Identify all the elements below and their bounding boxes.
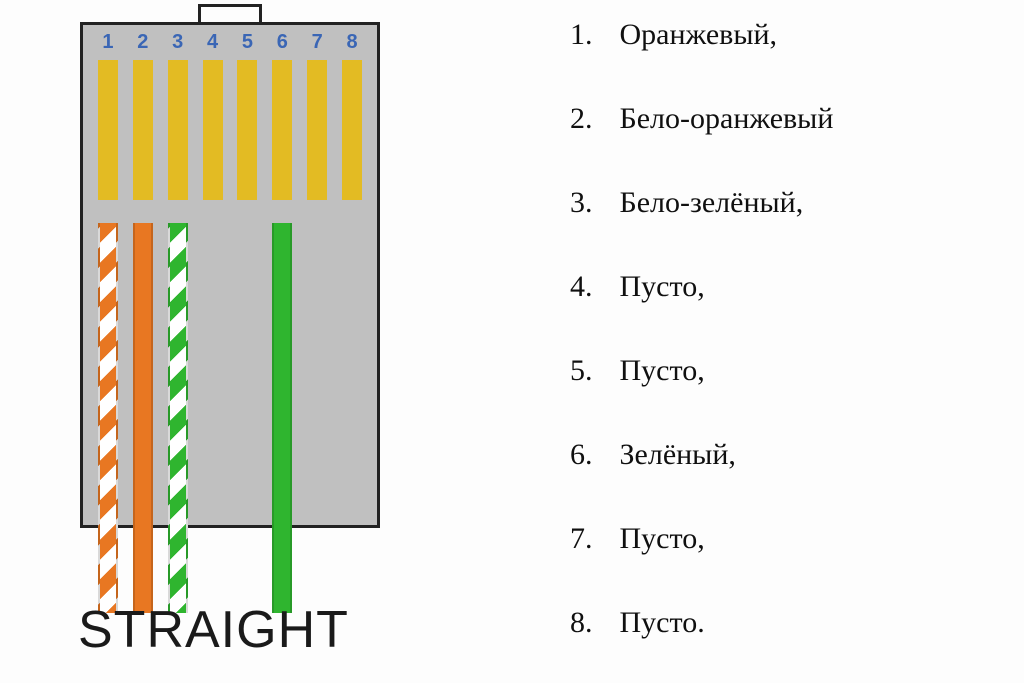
wire-3 bbox=[168, 223, 188, 613]
pin-contact bbox=[168, 60, 188, 200]
pin-contact bbox=[342, 60, 362, 200]
legend-item-text: Бело-оранжевый bbox=[620, 102, 834, 135]
legend-item-text: Бело-зелёный, bbox=[620, 186, 804, 219]
wire-6 bbox=[272, 223, 292, 613]
legend-item-text: Пусто, bbox=[620, 354, 705, 387]
legend-item-5: 5. Пусто, bbox=[570, 354, 1024, 388]
legend-item-number: 1. bbox=[570, 18, 612, 52]
legend-item-text: Пусто. bbox=[620, 606, 705, 639]
pin-row: 1 2 3 4 5 6 78 bbox=[83, 31, 377, 200]
pin-contact bbox=[203, 60, 223, 200]
legend-item-4: 4. Пусто, bbox=[570, 270, 1024, 304]
pin-number: 5 bbox=[242, 31, 253, 54]
legend-item-text: Пусто, bbox=[620, 522, 705, 555]
pin-contact bbox=[272, 60, 292, 200]
pin-7: 7 bbox=[303, 31, 331, 200]
wire-slot-1 bbox=[94, 223, 122, 613]
connector-body: 1 2 3 4 5 6 78 bbox=[80, 22, 380, 528]
wire-2 bbox=[133, 223, 153, 613]
pin-8: 8 bbox=[338, 31, 366, 200]
wire-slot-3 bbox=[164, 223, 192, 613]
pin-3: 3 bbox=[164, 31, 192, 200]
wire-slot-4 bbox=[199, 223, 227, 613]
legend-item-text: Пусто, bbox=[620, 270, 705, 303]
legend-item-number: 4. bbox=[570, 270, 612, 304]
wire-row bbox=[83, 223, 377, 613]
legend-item-number: 8. bbox=[570, 606, 612, 640]
wire-slot-8 bbox=[338, 223, 366, 613]
pin-number: 2 bbox=[137, 31, 148, 54]
wire-slot-7 bbox=[303, 223, 331, 613]
pin-2: 2 bbox=[129, 31, 157, 200]
diagram-panel: 1 2 3 4 5 6 78 STRAIGHT bbox=[0, 0, 460, 683]
legend-list: 1. Оранжевый, 2. Бело-оранжевый 3. Бело-зе… bbox=[570, 18, 1024, 640]
pin-number: 4 bbox=[207, 31, 218, 54]
wire-slot-2 bbox=[129, 223, 157, 613]
legend-item-number: 6. bbox=[570, 438, 612, 472]
diagram-caption: STRAIGHT bbox=[78, 600, 349, 660]
pin-number: 7 bbox=[312, 31, 323, 54]
pin-number: 1 bbox=[102, 31, 113, 54]
legend-panel: 1. Оранжевый, 2. Бело-оранжевый 3. Бело-зе… bbox=[460, 0, 1024, 683]
pin-contact bbox=[98, 60, 118, 200]
pin-contact bbox=[237, 60, 257, 200]
rj45-connector: 1 2 3 4 5 6 78 bbox=[80, 22, 380, 528]
pin-contact bbox=[307, 60, 327, 200]
legend-item-number: 7. bbox=[570, 522, 612, 556]
pin-number: 8 bbox=[346, 31, 357, 54]
wire-slot-6 bbox=[268, 223, 296, 613]
legend-item-number: 2. bbox=[570, 102, 612, 136]
legend-item-6: 6. Зелёный, bbox=[570, 438, 1024, 472]
pin-1: 1 bbox=[94, 31, 122, 200]
pin-contact bbox=[133, 60, 153, 200]
legend-item-8: 8. Пусто. bbox=[570, 606, 1024, 640]
wire-slot-5 bbox=[233, 223, 261, 613]
legend-item-3: 3. Бело-зелёный, bbox=[570, 186, 1024, 220]
legend-item-2: 2. Бело-оранжевый bbox=[570, 102, 1024, 136]
wire-1 bbox=[98, 223, 118, 613]
legend-item-1: 1. Оранжевый, bbox=[570, 18, 1024, 52]
legend-item-number: 5. bbox=[570, 354, 612, 388]
pin-number: 3 bbox=[172, 31, 183, 54]
pin-5: 5 bbox=[233, 31, 261, 200]
page-root: 1 2 3 4 5 6 78 STRAIGHT 1. Оранжевый, 2. Бело-о… bbox=[0, 0, 1024, 683]
connector-clip bbox=[198, 4, 262, 22]
pin-6: 6 bbox=[268, 31, 296, 200]
pin-number: 6 bbox=[277, 31, 288, 54]
legend-item-number: 3. bbox=[570, 186, 612, 220]
legend-item-7: 7. Пусто, bbox=[570, 522, 1024, 556]
legend-item-text: Оранжевый, bbox=[620, 18, 778, 51]
legend-item-text: Зелёный, bbox=[620, 438, 736, 471]
pin-4: 4 bbox=[199, 31, 227, 200]
